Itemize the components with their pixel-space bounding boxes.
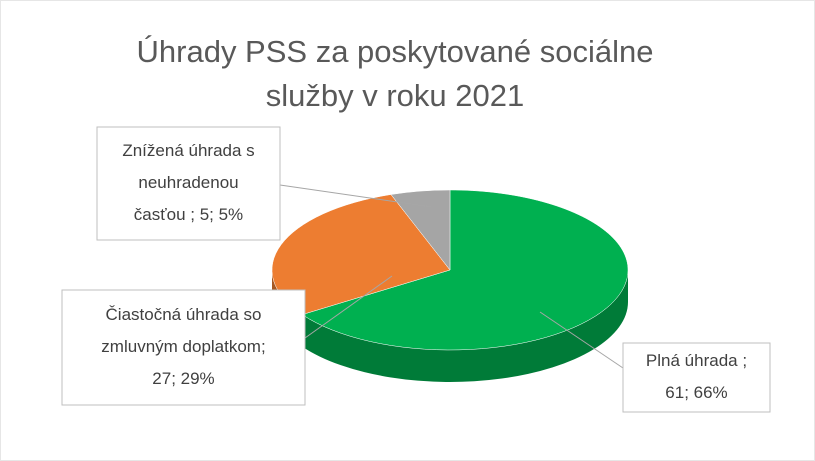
leader-line	[539, 311, 624, 369]
data-label: Čiastočná úhrada so	[106, 305, 262, 324]
leader-line	[279, 184, 433, 208]
slice	[390, 189, 451, 271]
leader-line	[304, 275, 393, 339]
slice	[301, 189, 629, 351]
data-label: zmluvným doplatkom;	[101, 337, 265, 356]
data-label: časťou ; 5; 5%	[134, 205, 243, 224]
data-label-box	[96, 126, 281, 241]
slice-side	[302, 270, 628, 383]
data-label: Plná úhrada ;	[646, 351, 747, 370]
data-label: 27; 29%	[152, 369, 214, 388]
chart-title: Úhrady PSS za poskytované sociálne služb…	[136, 34, 654, 113]
data-label: Znížená úhrada s	[122, 141, 254, 160]
data-label-box	[61, 289, 306, 406]
data-label: neuhradenou	[138, 173, 238, 192]
data-label: 61; 66%	[665, 383, 727, 402]
data-label-box	[622, 342, 771, 413]
